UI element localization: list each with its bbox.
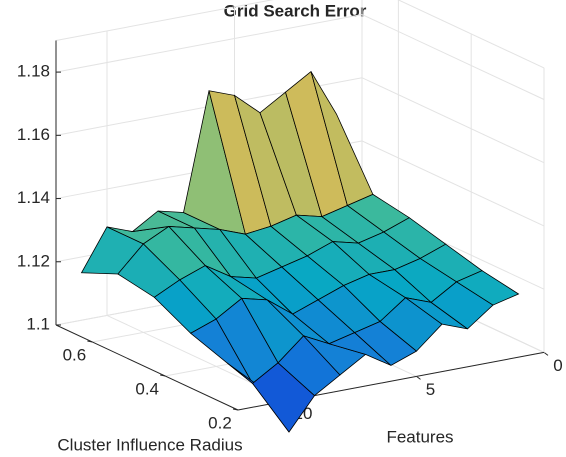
y-tick-label: 0.6 bbox=[63, 345, 87, 364]
x-tick-label: 0 bbox=[553, 356, 562, 375]
grid-line bbox=[55, 77, 545, 164]
grid-line bbox=[55, 13, 545, 100]
y-tick-label: 0.2 bbox=[208, 413, 232, 432]
z-tick-label: 1.18 bbox=[17, 62, 50, 81]
z-tick-label: 1.14 bbox=[17, 188, 50, 207]
x-tick bbox=[543, 351, 549, 356]
z-tick-label: 1.16 bbox=[17, 125, 50, 144]
grid-line bbox=[55, 140, 545, 227]
y-tick-label: 0.4 bbox=[135, 379, 159, 398]
box-edge bbox=[397, 0, 545, 69]
axis-line bbox=[55, 324, 239, 411]
x-tick-label: 5 bbox=[426, 380, 435, 399]
x-tick bbox=[416, 375, 421, 380]
z-tick-label: 1.12 bbox=[17, 251, 50, 270]
chart-title: Grid Search Error bbox=[224, 1, 367, 20]
x-axis-label: Features bbox=[386, 427, 453, 446]
y-axis-label: Cluster Influence Radius bbox=[57, 435, 242, 454]
surface-patch bbox=[455, 270, 520, 306]
z-tick-label: 1.1 bbox=[26, 314, 50, 333]
